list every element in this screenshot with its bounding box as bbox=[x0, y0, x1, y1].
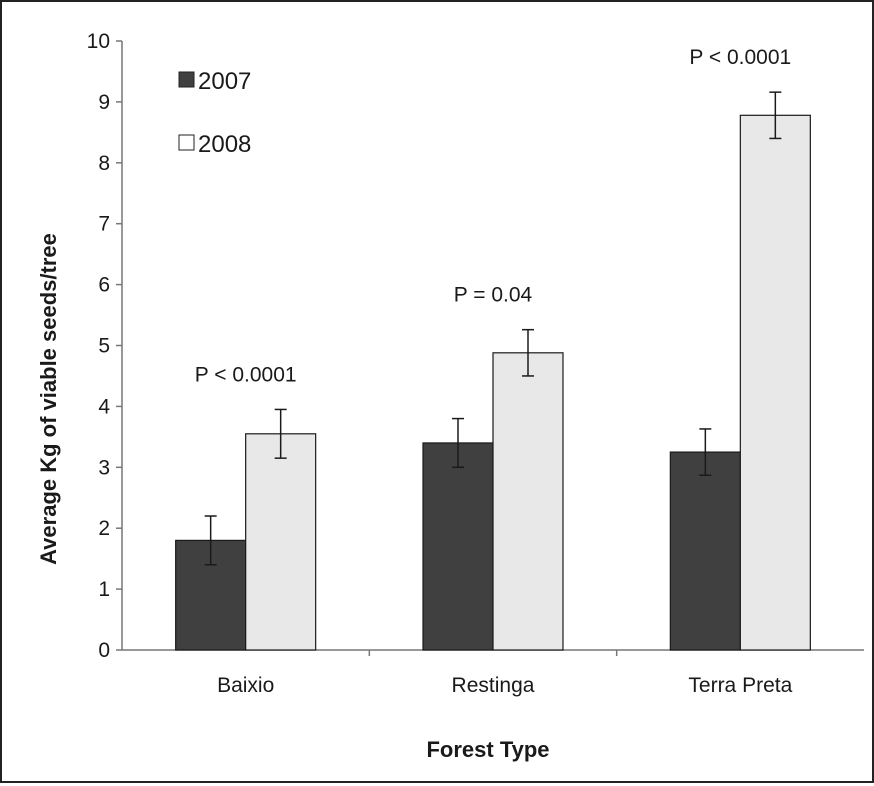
x-tick-label: Baixio bbox=[217, 674, 274, 697]
annotations: P < 0.0001 P = 0.04 P < 0.0001 bbox=[195, 46, 791, 386]
y-axis-label: Average Kg of viable seeds/tree bbox=[36, 233, 61, 565]
y-tick-label: 3 bbox=[98, 456, 110, 479]
legend-label-2008: 2008 bbox=[198, 131, 251, 158]
y-tick-label: 4 bbox=[98, 395, 110, 418]
y-tick-label: 10 bbox=[87, 30, 110, 53]
y-tick-label: 0 bbox=[98, 639, 110, 662]
p-value-annotation: P < 0.0001 bbox=[689, 46, 791, 69]
x-tick-label: Restinga bbox=[452, 674, 535, 697]
y-tick-label: 2 bbox=[98, 517, 110, 540]
tick-labels: 0 1 2 3 4 5 6 7 8 9 10 Baixio Restinga Terra Preta bbox=[87, 30, 793, 697]
bar-2008 bbox=[492, 352, 564, 651]
x-tick-label: Terra Preta bbox=[688, 674, 792, 697]
y-tick-label: 9 bbox=[98, 91, 110, 114]
bar-2008 bbox=[245, 433, 317, 651]
p-value-annotation: P = 0.04 bbox=[454, 284, 533, 307]
y-tick-label: 8 bbox=[98, 152, 110, 175]
p-value-annotation: P < 0.0001 bbox=[195, 363, 297, 386]
bar-2007 bbox=[422, 442, 494, 651]
legend-swatch-2007 bbox=[178, 71, 195, 88]
legend: 2007 2008 bbox=[178, 68, 251, 158]
error-bars bbox=[204, 91, 782, 566]
x-axis-label: Forest Type bbox=[426, 737, 549, 762]
bar-2007 bbox=[669, 451, 741, 651]
bar-2008 bbox=[739, 114, 811, 651]
legend-swatch-2008 bbox=[178, 134, 195, 151]
y-tick-label: 1 bbox=[98, 578, 110, 601]
y-tick-label: 6 bbox=[98, 274, 110, 297]
bars bbox=[175, 114, 811, 651]
legend-label-2007: 2007 bbox=[198, 68, 251, 95]
y-tick-label: 5 bbox=[98, 335, 110, 358]
y-tick-label: 7 bbox=[98, 213, 110, 236]
